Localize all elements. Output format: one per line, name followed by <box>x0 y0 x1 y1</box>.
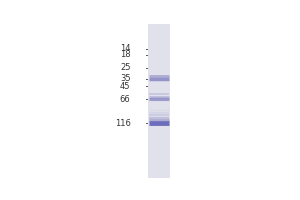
Text: 14: 14 <box>120 44 130 53</box>
Text: 35: 35 <box>120 74 130 83</box>
Bar <box>148 24 170 178</box>
Text: 45: 45 <box>120 82 130 91</box>
Text: 18: 18 <box>120 50 130 59</box>
Text: 66: 66 <box>120 95 130 104</box>
Text: 25: 25 <box>120 63 130 72</box>
Text: 116: 116 <box>115 119 130 128</box>
